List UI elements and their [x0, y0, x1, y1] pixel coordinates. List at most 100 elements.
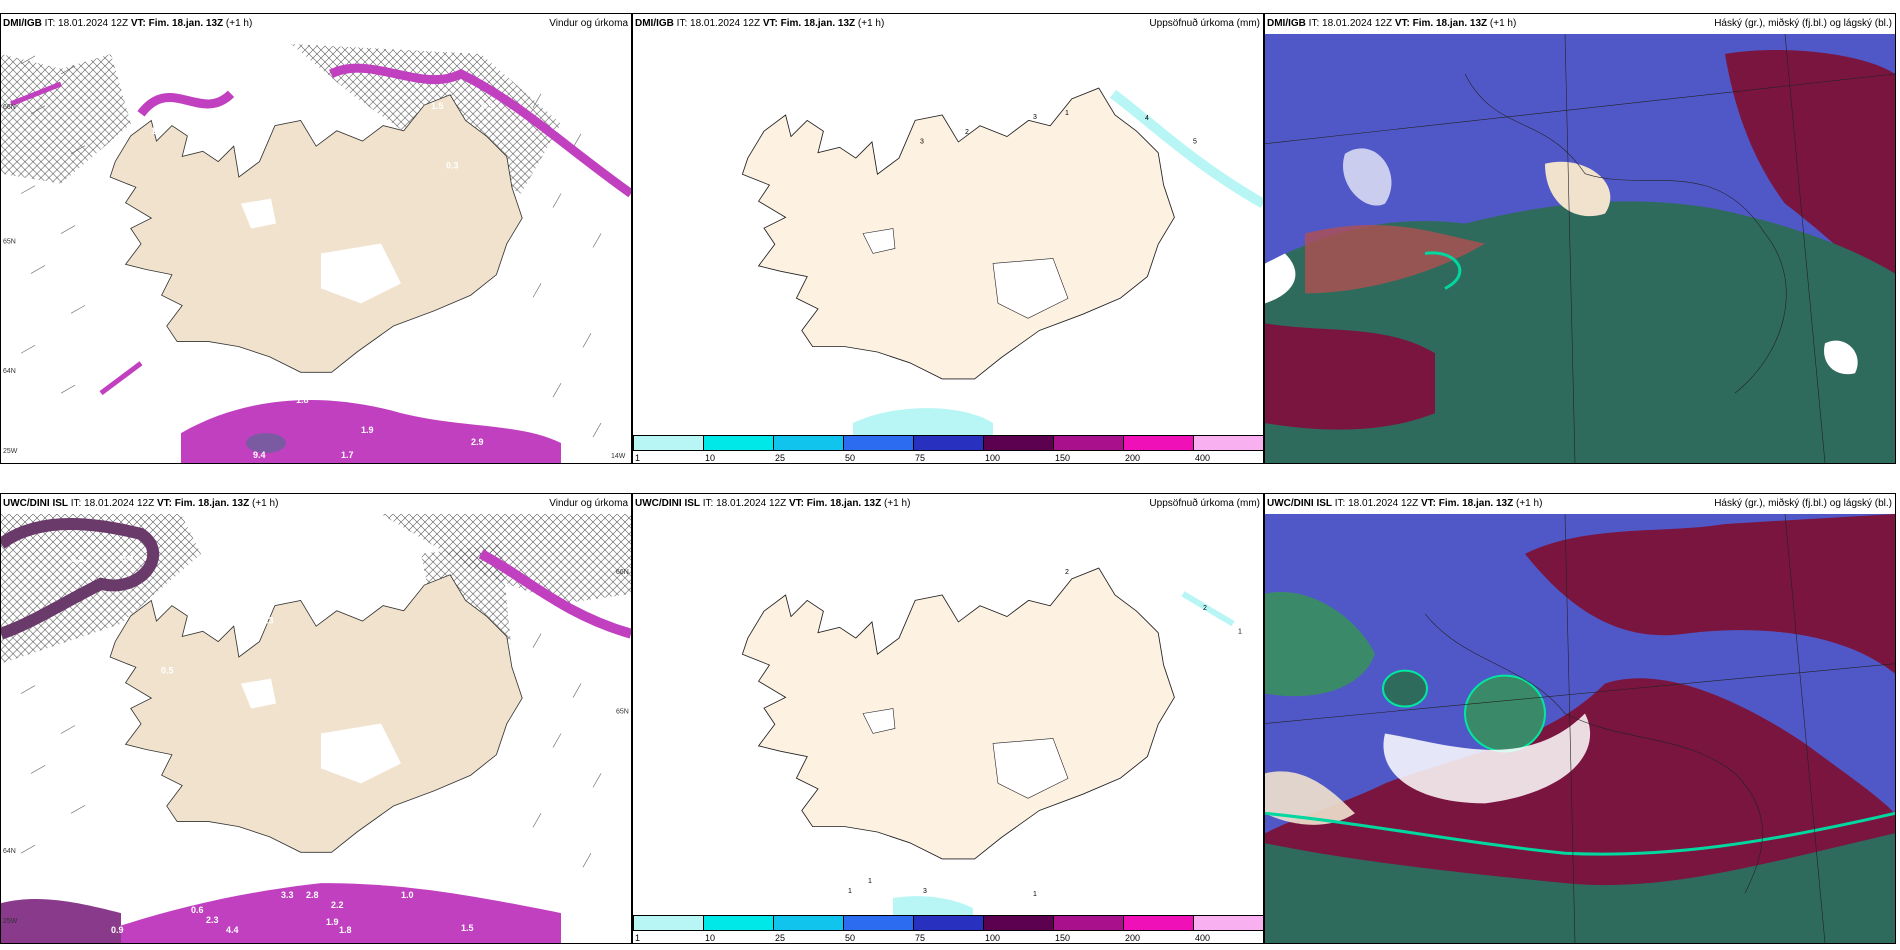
precip-label: 1.2	[581, 646, 593, 656]
panel-header: UWC/DINI ISL IT: 18.01.2024 12Z VT: Fim.…	[1265, 494, 1895, 514]
precip-label: 2.2	[331, 900, 343, 910]
precip-label: 4.4	[226, 925, 238, 935]
colorbar-swatch	[1053, 915, 1124, 931]
lat-tick: 65N	[616, 709, 629, 716]
map-canvas[interactable]	[1265, 514, 1895, 943]
precip-label: 2.8	[306, 890, 318, 900]
it-value: 18.01.2024 12Z	[84, 498, 155, 509]
contour-label: 1	[1238, 629, 1242, 636]
it-label: IT:	[676, 18, 688, 29]
colorbar-swatch	[633, 915, 704, 931]
panel-title: Háský (gr.), miðský (fj.bl.) og lágský (…	[1714, 498, 1892, 509]
lat-tick: 65N	[3, 239, 16, 246]
map-canvas[interactable]: 1 2 3 1 1 2 1	[633, 514, 1263, 915]
precip-label: 1.5	[461, 923, 473, 933]
map-canvas[interactable]	[1265, 34, 1895, 463]
model-name: UWC/DINI ISL	[635, 498, 700, 509]
contour-label: 2	[965, 129, 969, 136]
map-panel-wind-precip-r2: UWC/DINI ISL IT: 18.01.2024 12Z VT: Fim.…	[0, 493, 632, 944]
precip-label: 0.4	[101, 895, 113, 905]
contour-label: 2	[1065, 569, 1069, 576]
colorbar-tick-label: 75	[915, 933, 926, 943]
contour-label: 5	[1193, 139, 1197, 146]
precip-colorbar: 1 10 25 50 75 100 150 200 400	[633, 435, 1263, 463]
vt-value: Fim. 18.jan. 13Z	[174, 498, 250, 509]
vt-label: VT:	[762, 18, 778, 29]
map-canvas[interactable]: 0.3 1.5 1.8 1.9 2.9 1.7 9.4 0.3 1.2 0.5 …	[1, 34, 631, 463]
precip-label: 9.4	[253, 450, 265, 460]
it-label: IT:	[70, 498, 82, 509]
map-canvas[interactable]: 0.3 0.4 0.5 0.3 0.6 1.2 2.2 3.3 2.8 1.9 …	[1, 514, 631, 943]
colorbar-tick-label: 150	[1055, 933, 1071, 943]
model-name: UWC/DINI ISL	[3, 498, 68, 509]
contour-label: 1	[868, 878, 872, 885]
colorbar-tick-label: 400	[1195, 933, 1211, 943]
precip-label: 2.9	[471, 437, 483, 447]
lead-time: (+1 h)	[1489, 18, 1517, 29]
contour-label: 3	[1033, 114, 1037, 121]
colorbar-swatch	[773, 435, 844, 451]
vt-value: Fim. 18.jan. 13Z	[806, 498, 882, 509]
vt-label: VT:	[1420, 498, 1436, 509]
precip-label: 2.3	[206, 915, 218, 925]
precip-label: 1.8	[296, 395, 308, 405]
colorbar-tick-label: 400	[1195, 453, 1211, 463]
vt-value: Fim. 18.jan. 13Z	[1438, 498, 1514, 509]
colorbar-tick-label: 25	[775, 453, 786, 463]
map-panel-clouds-r1: DMI/IGB IT: 18.01.2024 12Z VT: Fim. 18.j…	[1264, 13, 1896, 464]
lat-tick: 64N	[3, 368, 16, 375]
panel-header: UWC/DINI ISL IT: 18.01.2024 12Z VT: Fim.…	[1, 494, 631, 514]
colorbar-tick-label: 10	[705, 933, 716, 943]
contour-label: 1	[1033, 891, 1037, 898]
precip-label: 1.9	[326, 917, 338, 927]
panel-title: Vindur og úrkoma	[549, 498, 628, 509]
precip-label: 1.9	[361, 425, 373, 435]
it-value: 18.01.2024 12Z	[716, 498, 787, 509]
precip-label: 3.3	[281, 890, 293, 900]
vt-value: Fim. 18.jan. 13Z	[148, 18, 224, 29]
precip-label: 1.2	[151, 126, 163, 136]
panel-header: DMI/IGB IT: 18.01.2024 12Z VT: Fim. 18.j…	[1, 14, 631, 34]
colorbar-swatch	[983, 915, 1054, 931]
map-panel-accum-precip-r2: UWC/DINI ISL IT: 18.01.2024 12Z VT: Fim.…	[632, 493, 1264, 944]
it-value: 18.01.2024 12Z	[1348, 498, 1419, 509]
vt-label: VT:	[130, 18, 146, 29]
colorbar-tick-label: 150	[1055, 453, 1071, 463]
it-value: 18.01.2024 12Z	[58, 18, 129, 29]
colorbar-tick-label: 50	[845, 933, 856, 943]
lead-time: (+1 h)	[252, 498, 279, 509]
model-name: DMI/IGB	[635, 18, 674, 29]
colorbar-tick-label: 1	[635, 453, 641, 463]
map-canvas[interactable]: 1 2 3 4 5 3	[633, 34, 1263, 435]
panel-header: DMI/IGB IT: 18.01.2024 12Z VT: Fim. 18.j…	[633, 14, 1263, 34]
precip-label: 0.4	[121, 554, 133, 564]
lead-time: (+1 h)	[884, 498, 911, 509]
colorbar-swatch	[913, 435, 984, 451]
it-label: IT:	[1334, 498, 1346, 509]
precip-label: 0.3	[261, 616, 273, 626]
colorbar-tick-label: 10	[705, 453, 716, 463]
contour-label: 1	[848, 888, 852, 895]
precip-label: 1.5	[431, 101, 443, 111]
vt-label: VT:	[156, 498, 172, 509]
panel-title: Háský (gr.), miðský (fj.bl.) og lágský (…	[1714, 18, 1892, 29]
colorbar-swatch	[1123, 915, 1194, 931]
colorbar-tick-label: 50	[845, 453, 856, 463]
precip-label: 1.0	[401, 890, 413, 900]
lat-tick: 64N	[3, 848, 16, 855]
map-panel-clouds-r2: UWC/DINI ISL IT: 18.01.2024 12Z VT: Fim.…	[1264, 493, 1896, 944]
model-name: DMI/IGB	[1267, 18, 1306, 29]
colorbar-swatch	[773, 915, 844, 931]
corner-tick: 14W	[611, 453, 626, 460]
lon-tick: 25W	[3, 448, 18, 455]
colorbar-swatch	[1123, 435, 1194, 451]
colorbar-tick-label: 100	[985, 933, 1001, 943]
precip-label: 0.9	[111, 925, 123, 935]
it-label: IT:	[702, 498, 714, 509]
model-name: DMI/IGB	[3, 18, 42, 29]
colorbar-swatch	[843, 435, 914, 451]
lat-tick: 66N	[3, 104, 16, 111]
colorbar-tick-label: 25	[775, 933, 786, 943]
colorbar-swatch	[843, 915, 914, 931]
colorbar-swatch	[703, 435, 774, 451]
